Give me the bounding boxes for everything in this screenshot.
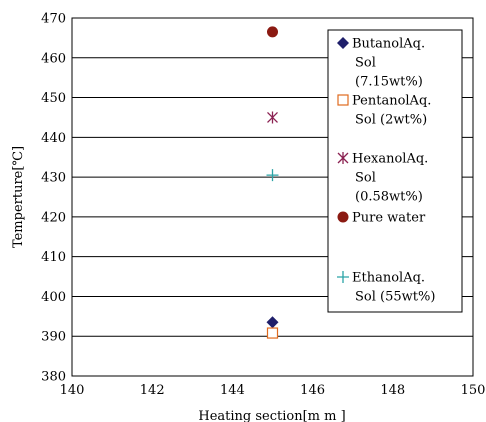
x-axis-ticks: 140 142 144 146 148 150: [60, 383, 486, 398]
data-point: [266, 316, 279, 329]
legend-marker: [337, 211, 349, 223]
x-tick-label: 144: [220, 383, 245, 398]
legend-label: (7.15wt%): [355, 75, 423, 90]
x-tick-label: 150: [461, 383, 486, 398]
y-tick-label: 470: [41, 12, 66, 27]
legend-label: EthanolAq.: [352, 271, 425, 286]
legend-label: HexanolAq.: [352, 152, 428, 167]
x-tick-label: 148: [380, 383, 405, 398]
legend-label: PentanolAq.: [352, 94, 431, 109]
data-points: [266, 26, 279, 339]
legend-label: Sol (2wt%): [355, 113, 427, 128]
y-tick-label: 460: [41, 51, 66, 66]
y-tick-label: 430: [41, 171, 66, 186]
y-tick-label: 380: [41, 370, 66, 385]
legend-label: ButanolAq.: [352, 37, 425, 52]
legend-marker: [337, 271, 349, 283]
x-tick-label: 146: [300, 383, 325, 398]
y-tick-label: 400: [41, 290, 66, 305]
legend-label: Sol (55wt%): [355, 290, 435, 305]
y-tick-label: 440: [41, 131, 66, 146]
x-axis-title: Heating section[m m ]: [198, 409, 345, 422]
y-axis-ticks: 380 390 400 410 420 430 440 450 460 470: [41, 12, 66, 385]
legend: ButanolAq. Sol (7.15wt%) PentanolAq. Sol (2w…: [327, 29, 463, 313]
x-tick-label: 140: [60, 383, 85, 398]
data-point: [267, 111, 278, 124]
legend-marker: [337, 152, 349, 164]
y-tick-label: 410: [41, 250, 66, 265]
legend-marker: [337, 94, 349, 106]
data-point: [267, 26, 278, 38]
y-tick-label: 420: [41, 210, 66, 225]
legend-label: Sol: [355, 171, 376, 186]
y-tick-label: 450: [41, 91, 66, 106]
legend-marker: [337, 37, 349, 49]
x-tick-label: 142: [140, 383, 165, 398]
legend-label: Pure water: [352, 211, 426, 226]
data-point: [266, 169, 279, 182]
legend-label: Sol: [355, 56, 376, 71]
y-axis-title: Temperture[℃]: [11, 146, 26, 248]
y-tick-label: 390: [41, 330, 66, 345]
legend-box: [327, 29, 463, 313]
plot-area: [71, 17, 474, 377]
legend-label: (0.58wt%): [355, 190, 423, 205]
data-point: [266, 327, 279, 339]
